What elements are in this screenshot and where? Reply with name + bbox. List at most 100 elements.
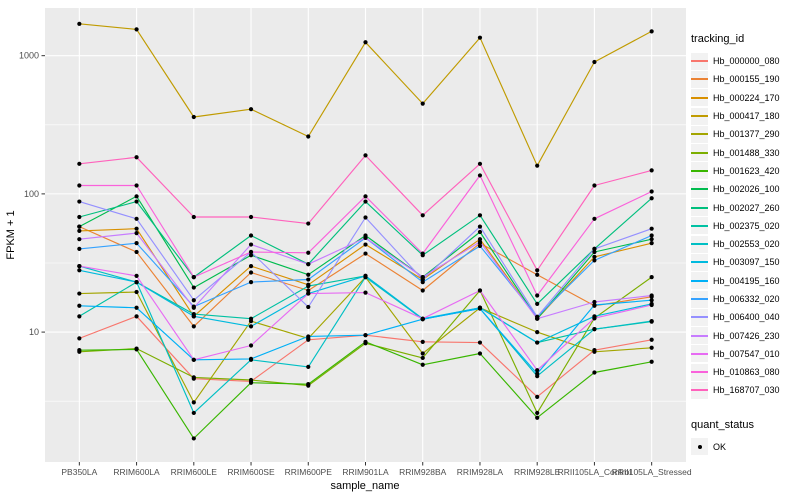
data-point: [592, 254, 597, 259]
data-point: [191, 400, 196, 405]
legend-item-label: Hb_003097_150: [713, 257, 780, 268]
data-point: [477, 224, 483, 229]
legend-item-label: Hb_002375_020: [713, 220, 780, 231]
point-marker-icon: [697, 444, 702, 449]
x-tick-label: PB350LA: [61, 467, 97, 477]
data-point: [592, 299, 597, 305]
data-point: [477, 239, 483, 244]
data-point: [191, 305, 196, 310]
data-point: [649, 226, 654, 231]
legend-key: [691, 327, 708, 345]
legend-key: [691, 381, 708, 399]
data-point: [134, 305, 139, 310]
data-point: [191, 114, 196, 120]
data-point: [649, 319, 654, 324]
data-point: [477, 306, 483, 311]
legend-item-label: Hb_007426_230: [713, 330, 780, 341]
data-point: [592, 216, 597, 221]
data-point: [306, 382, 311, 387]
data-point: [77, 237, 82, 242]
legend-item-label: Hb_006400_040: [713, 312, 780, 323]
data-point: [363, 251, 368, 256]
legend-key: [691, 144, 708, 162]
legend-item-label: Hb_006332_020: [713, 294, 780, 304]
data-point: [592, 258, 597, 263]
data-point: [306, 284, 311, 289]
data-point: [191, 298, 196, 303]
legend-key: [691, 52, 708, 70]
legend-item: Hb_000224_170: [691, 89, 799, 107]
y-tick-label: 10: [29, 327, 39, 337]
data-point: [535, 394, 540, 399]
data-point: [649, 359, 654, 364]
data-point: [248, 324, 254, 329]
x-tick-label: RRIM928BA: [399, 467, 447, 477]
data-point: [363, 199, 368, 204]
data-point: [592, 183, 597, 188]
legend-swatch-line-icon: [691, 352, 708, 355]
data-point: [77, 264, 82, 269]
data-point: [420, 362, 425, 367]
x-tick-label: RRII105LA_Control: [558, 467, 632, 477]
data-point: [248, 242, 254, 247]
legend-shape-items: OK: [691, 438, 799, 456]
data-point: [420, 288, 425, 293]
legend-key: [691, 363, 708, 381]
legend-swatch-line-icon: [691, 188, 708, 191]
data-point: [306, 272, 311, 277]
data-point: [77, 214, 82, 220]
legend-item-label: Hb_000224_170: [713, 92, 780, 103]
data-point: [477, 243, 483, 249]
legend-item: Hb_000000_080: [691, 52, 799, 70]
legend-key: [691, 217, 708, 235]
data-point: [535, 340, 540, 345]
data-point: [535, 415, 540, 420]
data-point: [306, 291, 311, 296]
data-point: [420, 316, 425, 321]
legend-swatch-line-icon: [691, 261, 708, 264]
data-point: [649, 302, 654, 308]
legend-item: Hb_006400_040: [691, 308, 799, 326]
data-point: [592, 246, 597, 251]
legend-item-label: Hb_002026_100: [713, 184, 780, 195]
data-point: [363, 242, 368, 247]
legend-swatch-line-icon: [691, 224, 708, 227]
data-point: [306, 262, 311, 267]
data-point: [649, 29, 654, 34]
legend-swatch-line-icon: [691, 371, 708, 374]
legend-swatch-line-icon: [691, 334, 708, 337]
legend-key: [691, 70, 708, 88]
data-point: [592, 316, 597, 321]
legend-item: Hb_001488_330: [691, 143, 799, 162]
legend-item-label: Hb_004195_160: [713, 275, 780, 286]
x-tick-label: RRIM600LA: [113, 467, 160, 477]
data-point: [134, 231, 139, 236]
data-point: [535, 301, 540, 306]
data-point: [535, 329, 540, 335]
data-point: [363, 40, 368, 45]
legend-item: Hb_000417_180: [691, 107, 799, 125]
data-point: [306, 304, 311, 310]
x-tick-label: RRIM600SE: [227, 467, 275, 477]
legend-swatch-line-icon: [691, 206, 708, 209]
legend-item: Hb_168707_030: [691, 381, 799, 399]
data-point: [649, 345, 654, 350]
data-point: [248, 264, 254, 269]
data-point: [191, 357, 196, 362]
y-axis-title: FPKM + 1: [5, 210, 17, 259]
legend-item: Hb_002375_020: [691, 217, 799, 235]
data-point: [649, 274, 654, 280]
data-point: [420, 355, 425, 361]
data-point: [592, 302, 597, 308]
legend-swatch-line-icon: [691, 389, 708, 392]
data-point: [77, 183, 82, 188]
data-point: [248, 356, 254, 361]
data-point: [477, 340, 483, 345]
data-point: [649, 241, 654, 246]
data-point: [77, 348, 82, 353]
legend-item: Hb_001377_290: [691, 125, 799, 143]
data-point: [306, 250, 311, 255]
legend-item-label: Hb_001377_290: [713, 129, 780, 140]
data-point: [363, 273, 368, 279]
